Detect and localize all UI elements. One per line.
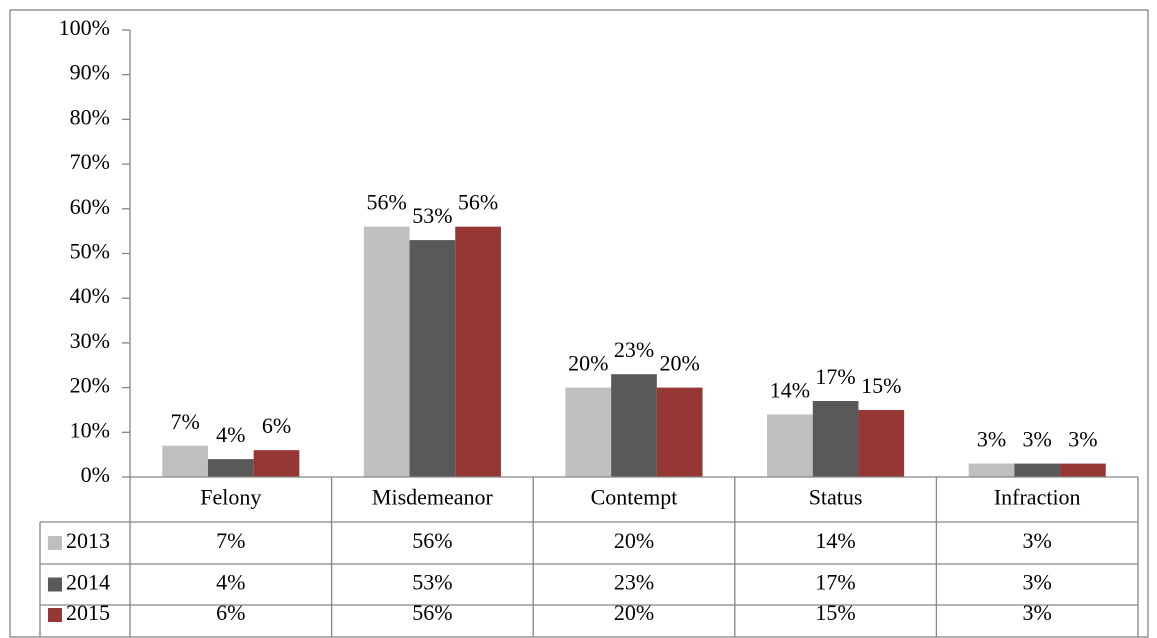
x-tick-label: Infraction bbox=[994, 485, 1081, 510]
bar bbox=[767, 414, 813, 477]
y-tick-label: 50% bbox=[70, 239, 110, 264]
table-cell: 53% bbox=[412, 570, 452, 595]
table-cell: 7% bbox=[216, 528, 245, 553]
legend-label: 2013 bbox=[66, 528, 110, 553]
bar bbox=[565, 387, 612, 477]
legend-swatch bbox=[48, 577, 62, 592]
y-tick-label: 70% bbox=[70, 149, 110, 174]
bar bbox=[162, 445, 208, 477]
data-label: 3% bbox=[1023, 427, 1052, 452]
table-cell: 6% bbox=[216, 600, 245, 625]
bar bbox=[1060, 463, 1106, 477]
y-tick-label: 0% bbox=[81, 462, 110, 487]
table-cell: 17% bbox=[815, 570, 855, 595]
bar bbox=[656, 387, 703, 477]
bar bbox=[253, 450, 300, 477]
data-label: 17% bbox=[815, 364, 855, 389]
table-cell: 20% bbox=[614, 600, 654, 625]
y-tick-label: 40% bbox=[70, 283, 110, 308]
data-label: 4% bbox=[216, 422, 245, 447]
y-tick-label: 90% bbox=[70, 60, 110, 85]
data-label: 56% bbox=[458, 190, 498, 215]
x-tick-label: Felony bbox=[200, 485, 261, 510]
data-label: 53% bbox=[412, 203, 452, 228]
data-label: 23% bbox=[614, 337, 654, 362]
data-label: 20% bbox=[568, 351, 608, 376]
legend-label: 2014 bbox=[66, 570, 110, 595]
bar bbox=[812, 401, 859, 477]
table-cell: 15% bbox=[815, 600, 855, 625]
data-label: 20% bbox=[660, 351, 700, 376]
bar bbox=[1014, 463, 1061, 477]
x-tick-label: Contempt bbox=[591, 485, 678, 510]
bar bbox=[858, 409, 905, 477]
legend-swatch bbox=[48, 608, 62, 622]
table-cell: 3% bbox=[1023, 600, 1052, 625]
bar bbox=[363, 226, 410, 477]
table-cell: 56% bbox=[412, 528, 452, 553]
table-cell: 3% bbox=[1023, 528, 1052, 553]
data-label: 6% bbox=[262, 413, 291, 438]
table-cell: 23% bbox=[614, 570, 654, 595]
data-label: 14% bbox=[770, 377, 810, 402]
table-cell: 3% bbox=[1023, 570, 1052, 595]
y-tick-label: 10% bbox=[70, 417, 110, 442]
bar bbox=[611, 374, 657, 477]
y-tick-label: 30% bbox=[70, 328, 110, 353]
y-tick-label: 100% bbox=[59, 15, 110, 40]
y-tick-label: 20% bbox=[70, 373, 110, 398]
data-label: 7% bbox=[170, 409, 199, 434]
chart-border bbox=[9, 9, 1149, 638]
y-tick-label: 60% bbox=[70, 194, 110, 219]
table-cell: 4% bbox=[216, 570, 245, 595]
table-cell: 14% bbox=[815, 528, 855, 553]
x-tick-label: Status bbox=[809, 485, 863, 510]
legend-swatch bbox=[48, 536, 62, 550]
table-cell: 56% bbox=[412, 600, 452, 625]
table-cell: 20% bbox=[614, 528, 654, 553]
legend-label: 2015 bbox=[66, 600, 110, 625]
data-label: 56% bbox=[367, 190, 407, 215]
bar bbox=[968, 463, 1015, 477]
x-tick-label: Misdemeanor bbox=[372, 485, 494, 510]
bar bbox=[207, 459, 254, 477]
data-label: 3% bbox=[977, 427, 1006, 452]
data-label: 15% bbox=[861, 373, 901, 398]
data-label: 3% bbox=[1068, 427, 1097, 452]
bar bbox=[455, 226, 501, 477]
bar bbox=[409, 240, 456, 477]
y-tick-label: 80% bbox=[70, 104, 110, 129]
